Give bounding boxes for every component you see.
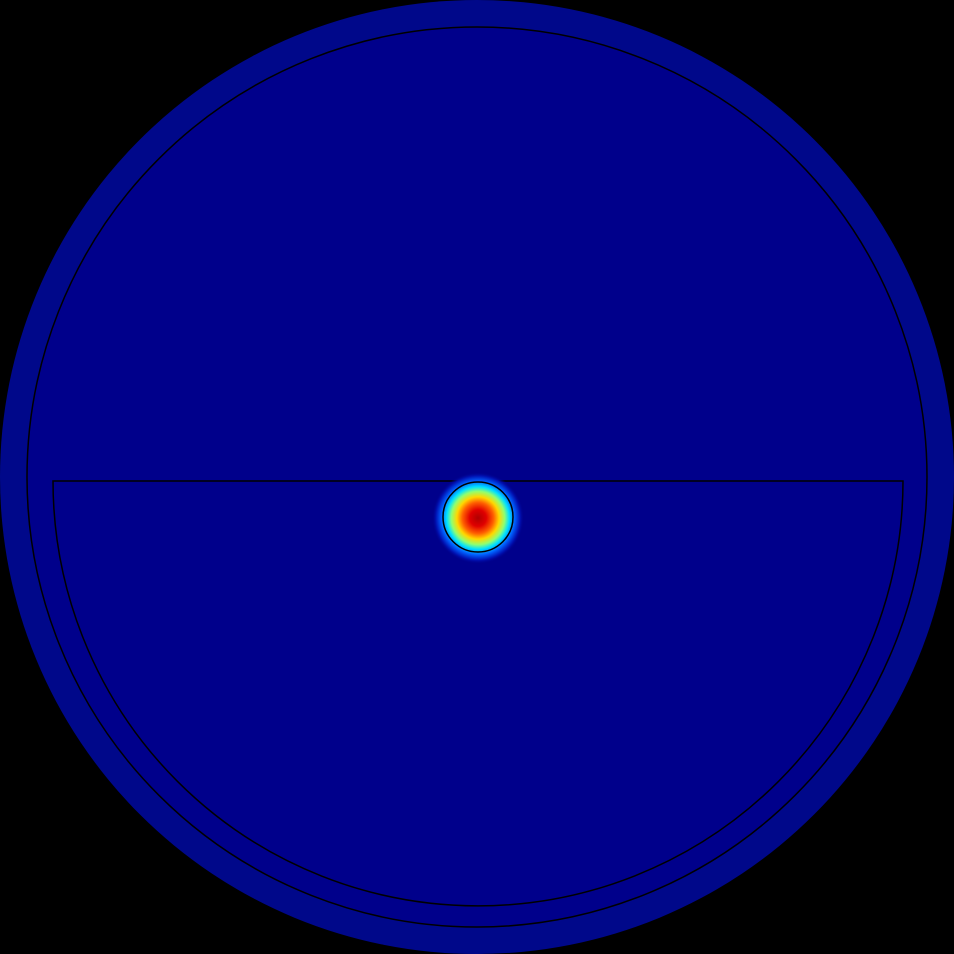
core — [442, 481, 514, 553]
mode-field — [432, 472, 524, 564]
half-disk — [52, 480, 904, 907]
